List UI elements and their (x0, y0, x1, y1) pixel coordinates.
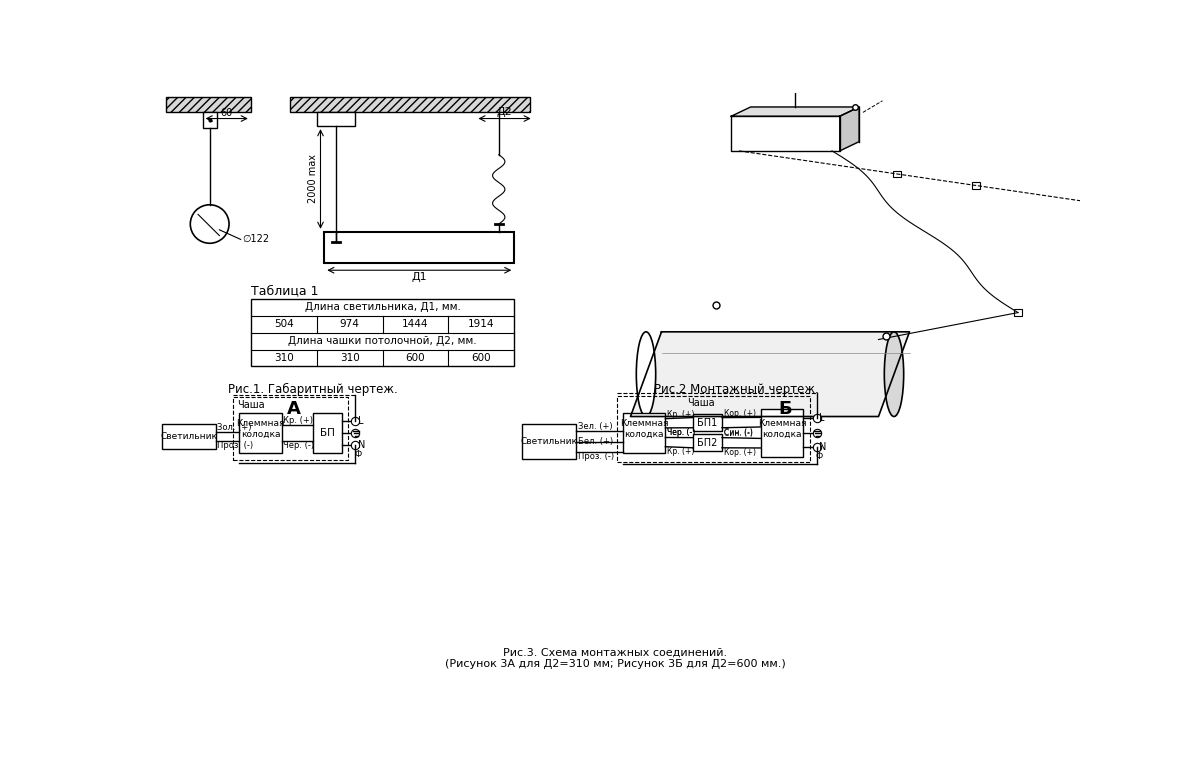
Text: Ф: Ф (816, 452, 823, 462)
Text: 310: 310 (340, 353, 360, 363)
Bar (289, 97, 529, 113)
Bar (623, 413, 665, 452)
Text: 974: 974 (340, 319, 360, 329)
Ellipse shape (636, 332, 655, 417)
Bar (522, 424, 576, 459)
Polygon shape (731, 107, 859, 116)
Text: Кр. (+): Кр. (+) (667, 447, 695, 456)
Bar (203, 113, 217, 128)
Text: Син. (-): Син. (-) (724, 428, 752, 437)
Text: L: L (358, 416, 364, 426)
Text: N: N (818, 442, 827, 452)
Text: ∅122: ∅122 (242, 234, 269, 244)
Bar (251, 299, 515, 366)
Text: 1444: 1444 (402, 319, 428, 329)
Text: 600: 600 (406, 353, 425, 363)
Text: Проз. (-): Проз. (-) (578, 452, 614, 461)
Text: Зел. (+): Зел. (+) (578, 422, 612, 431)
Text: Клеммная
колодка: Клеммная колодка (757, 419, 806, 438)
Text: БП: БП (320, 428, 335, 438)
Text: Рис.2 Монтажный чертеж.: Рис.2 Монтажный чертеж. (654, 383, 818, 396)
Text: Светильник: Светильник (521, 437, 577, 446)
Text: Чер. (-): Чер. (-) (667, 428, 695, 437)
Text: Ф: Ф (355, 450, 362, 459)
Text: Чер. (-): Чер. (-) (667, 428, 695, 438)
Text: Рис.1. Габаритный чертеж.: Рис.1. Габаритный чертеж. (228, 383, 397, 396)
Bar (692, 414, 722, 431)
Text: БП1: БП1 (697, 417, 718, 428)
Polygon shape (630, 332, 910, 417)
Bar (317, 113, 355, 126)
Text: 1914: 1914 (468, 319, 494, 329)
Bar (239, 413, 282, 452)
Text: Клеммная
колодка: Клеммная колодка (236, 419, 284, 438)
Text: Б: Б (779, 400, 792, 417)
Bar (761, 409, 803, 456)
Bar (1130, 206, 1138, 212)
Bar (617, 396, 810, 462)
Text: Таблица 1: Таблица 1 (251, 284, 318, 297)
Text: Д2: Д2 (497, 107, 512, 117)
Bar (162, 424, 216, 449)
Text: А: А (287, 400, 300, 417)
Text: Проз. (-): Проз. (-) (217, 442, 253, 450)
Text: 60: 60 (221, 108, 233, 118)
Ellipse shape (884, 332, 904, 417)
Bar (972, 182, 980, 189)
Bar (692, 435, 722, 451)
Text: Длина чашки потолочной, Д2, мм.: Длина чашки потолочной, Д2, мм. (288, 336, 476, 346)
Text: Кр. (+): Кр. (+) (283, 416, 313, 424)
Bar (233, 397, 348, 460)
Text: Кор. (+): Кор. (+) (724, 409, 756, 417)
Text: Чёр. (-): Чёр. (-) (283, 441, 314, 450)
Polygon shape (840, 107, 859, 151)
Text: 504: 504 (274, 319, 294, 329)
Text: Чаша: Чаша (236, 400, 264, 410)
Bar (1014, 310, 1022, 316)
Text: Кр. (+): Кр. (+) (667, 410, 695, 419)
Text: L: L (818, 414, 824, 424)
Text: Бел. (+): Бел. (+) (578, 437, 613, 446)
Bar (166, 97, 251, 113)
Text: Д1: Д1 (412, 272, 427, 282)
Text: 600: 600 (472, 353, 491, 363)
Text: БП2: БП2 (697, 438, 718, 448)
Polygon shape (731, 116, 840, 151)
Text: Зол. (+): Зол. (+) (217, 423, 252, 431)
Text: 2000 max: 2000 max (308, 154, 318, 203)
Text: Светильник: Светильник (161, 432, 217, 441)
Text: 310: 310 (274, 353, 294, 363)
Circle shape (191, 205, 229, 243)
Text: N: N (358, 440, 365, 450)
Text: Син. (-): Син. (-) (724, 428, 752, 438)
Text: Чаша: Чаша (688, 398, 715, 408)
Bar (324, 232, 515, 262)
Bar (313, 413, 342, 452)
Text: Кор. (+): Кор. (+) (724, 448, 756, 457)
Text: Клеммная
колодка: Клеммная колодка (620, 419, 668, 438)
Text: Длина светильника, Д1, мм.: Длина светильника, Д1, мм. (305, 302, 461, 312)
Text: Рис.3. Схема монтажных соединений.
(Рисунок 3А для Д2=310 мм; Рисунок 3Б для Д2=: Рис.3. Схема монтажных соединений. (Рису… (445, 647, 785, 669)
Bar (893, 171, 901, 177)
